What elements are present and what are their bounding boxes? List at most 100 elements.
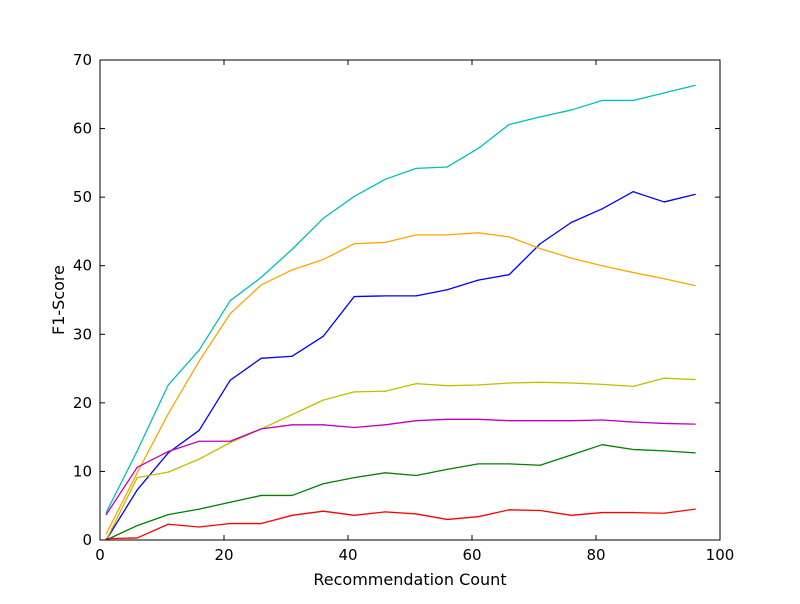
data-point [632,511,634,514]
series-line-3 [105,232,696,535]
data-point [198,526,200,528]
data-point [632,271,634,274]
data-point [353,295,355,298]
data-point [136,466,138,468]
series-3 [105,232,696,535]
data-point [384,390,386,392]
data-point [260,522,262,525]
data-point [136,477,138,479]
data-point [291,413,293,416]
data-point [570,257,572,259]
data-point [539,116,541,118]
data-point [539,464,541,466]
data-point [601,444,603,446]
data-point [632,385,634,387]
data-point [415,513,417,515]
data-point [694,452,696,454]
data-point [446,289,448,291]
data-point [353,195,355,198]
data-point [539,381,541,383]
data-point [508,274,510,276]
data-point [601,383,603,385]
data-point [446,385,448,387]
data-point [663,512,665,514]
data-point [291,424,293,426]
series-line-7 [106,508,696,540]
y-tick-label: 70 [73,51,92,69]
data-point [415,420,417,422]
data-point [260,357,262,359]
data-point [167,452,169,454]
data-point [694,84,696,86]
data-point [415,234,417,236]
data-point [229,442,231,444]
data-point [508,123,510,126]
y-tick-label: 50 [73,188,92,206]
data-point [477,384,479,386]
data-point [601,419,603,421]
data-point [291,355,293,357]
x-tick-label: 0 [95,546,105,564]
data-point [291,248,293,250]
data-point [694,285,696,287]
data-point [229,313,231,315]
data-point [322,510,324,512]
data-point [353,391,355,393]
series-6 [105,444,696,541]
data-point [291,514,293,516]
data-point [539,509,541,512]
data-point [260,276,262,278]
data-point [663,201,665,203]
y-tick-label: 0 [82,531,92,549]
data-point [229,522,231,525]
data-point [136,525,138,527]
series-4 [105,377,696,541]
data-point [136,537,138,539]
data-point [570,514,572,516]
data-point [663,278,665,280]
tick-layer: 0 20 40 60 80 100 0 10 20 30 40 50 60 70 [73,51,734,564]
data-point [322,483,324,485]
data-point [446,518,448,521]
y-tick-label: 30 [73,325,92,343]
data-point [477,279,479,281]
data-point [601,99,603,102]
data-point [353,514,355,516]
series-line-6 [105,444,696,541]
data-point [663,422,665,425]
data-point [570,454,572,456]
data-point [632,191,634,193]
data-point [663,450,665,452]
x-axis-title: Recommendation Count [313,570,506,589]
data-point [570,420,572,422]
data-point [601,208,603,210]
data-point [322,424,324,426]
data-point [477,463,479,465]
data-point [198,508,200,510]
data-point [167,384,169,386]
data-point [415,383,417,385]
data-point [539,420,541,422]
data-point [167,514,169,516]
data-point [415,474,417,477]
data-point [384,472,386,474]
data-point [322,258,324,261]
data-point [508,382,510,384]
data-point [570,382,572,384]
data-point [570,109,572,111]
series-7 [105,508,696,540]
data-point [136,450,138,452]
data-point [229,300,231,302]
y-axis-title: F1-Score [49,265,68,335]
data-point [198,360,200,362]
data-point [105,538,107,540]
data-point [694,378,696,381]
data-point [260,428,262,430]
data-point [229,501,231,503]
data-point [384,511,386,513]
data-point [291,494,293,497]
data-point [167,450,169,453]
x-tick-label: 20 [214,546,233,564]
data-point [260,284,262,286]
data-point [167,523,169,525]
